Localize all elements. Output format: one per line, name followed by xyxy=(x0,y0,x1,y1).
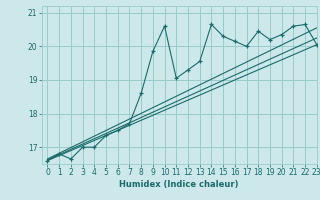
X-axis label: Humidex (Indice chaleur): Humidex (Indice chaleur) xyxy=(119,180,239,189)
